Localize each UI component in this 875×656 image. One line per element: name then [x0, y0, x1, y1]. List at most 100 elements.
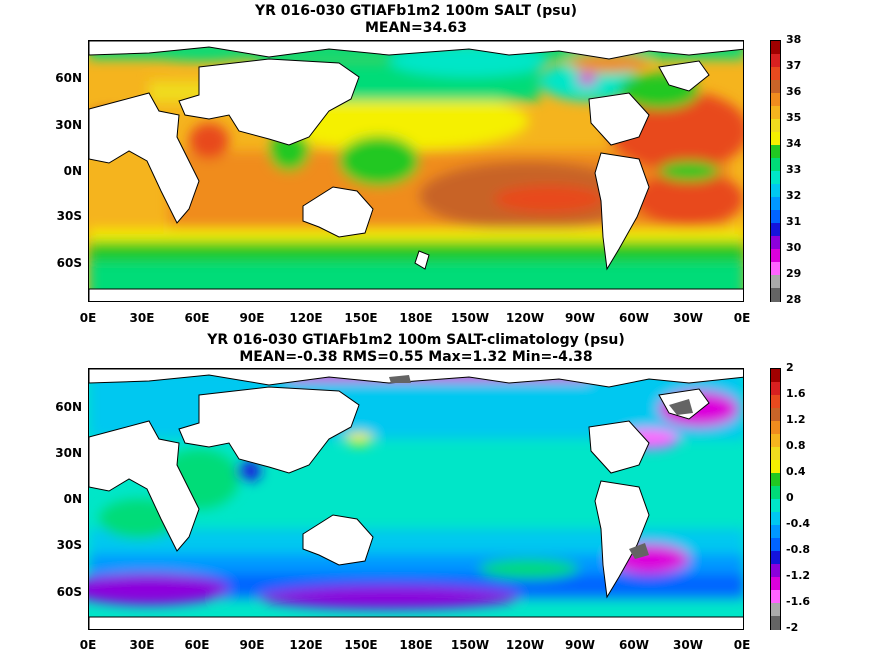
colorbar-label: 1.2: [786, 413, 806, 426]
colorbar-label: 28: [786, 293, 802, 306]
colorbar-swatch: [771, 106, 780, 120]
colorbar-swatch: [771, 538, 780, 552]
colorbar-label: 0: [786, 491, 794, 504]
salinity-anomaly-map-2: [88, 368, 744, 630]
colorbar-label: 37: [786, 59, 802, 72]
map-stats-2: MEAN=-0.38 RMS=0.55 Max=1.32 Min=-4.38: [239, 349, 593, 365]
colorbar-swatch: [771, 408, 780, 422]
y-tick: 60S: [56, 256, 82, 270]
colorbar-swatch: [771, 616, 780, 630]
colorbar-label: 31: [786, 215, 802, 228]
salinity-map-1: [88, 40, 744, 302]
colorbar-label: 33: [786, 163, 802, 176]
x-tick: 90W: [565, 311, 595, 325]
x-tick: 30E: [129, 638, 155, 652]
colorbar-swatch: [771, 249, 780, 263]
colorbar-swatch: [771, 590, 780, 604]
x-tick: 120E: [289, 638, 323, 652]
colorbar-swatch: [771, 564, 780, 578]
colorbar-swatch: [771, 395, 780, 409]
x-tick: 30E: [129, 311, 155, 325]
colorbar-swatch: [771, 525, 780, 539]
y-tick: 60S: [56, 585, 82, 599]
colorbar-swatch: [771, 171, 780, 185]
colorbar-swatch: [771, 369, 780, 383]
x-tick: 120E: [289, 311, 323, 325]
x-tick: 0E: [733, 638, 751, 652]
colorbar-swatch: [771, 119, 780, 133]
colorbar-label: 30: [786, 241, 802, 254]
colorbar-label: 35: [786, 111, 802, 124]
colorbar-swatch: [771, 41, 780, 55]
colorbar-swatch: [771, 184, 780, 198]
colorbar-swatch: [771, 486, 780, 500]
map-title-1: YR 016-030 GTIAFb1m2 100m SALT (psu): [254, 3, 578, 19]
colorbar-swatch: [771, 158, 780, 172]
colorbar-swatch: [771, 551, 780, 565]
x-tick: 150E: [344, 311, 378, 325]
colorbar-swatch: [771, 512, 780, 526]
x-tick: 120W: [505, 638, 545, 652]
colorbar-swatch: [771, 603, 780, 617]
x-tick: 150E: [344, 638, 378, 652]
colorbar-label: 38: [786, 33, 802, 46]
colorbar-label: 1.6: [786, 387, 806, 400]
colorbar-swatch: [771, 210, 780, 224]
colorbar-label: -0.8: [786, 543, 811, 556]
colorbar-swatch: [771, 93, 780, 107]
y-tick: 30S: [56, 209, 82, 223]
colorbar-label: 32: [786, 189, 802, 202]
y-tick: 0N: [63, 164, 82, 178]
x-tick: 90E: [239, 311, 265, 325]
x-tick: 120W: [505, 311, 545, 325]
colorbar-label: 0.4: [786, 465, 806, 478]
x-tick: 0E: [733, 311, 751, 325]
colorbar-swatch: [771, 223, 780, 237]
colorbar-swatch: [771, 275, 780, 289]
colorbar-label: -2: [786, 621, 799, 634]
x-tick: 180E: [399, 311, 433, 325]
x-tick: 60W: [619, 311, 649, 325]
colorbar-swatch: [771, 145, 780, 159]
colorbar-swatch: [771, 460, 780, 474]
colorbar-swatch: [771, 577, 780, 591]
colorbar-swatch: [771, 447, 780, 461]
colorbar-label: 0.8: [786, 439, 806, 452]
colorbar-swatch: [771, 473, 780, 487]
x-tick: 30W: [673, 638, 703, 652]
y-tick: 30S: [56, 538, 82, 552]
x-tick: 30W: [673, 311, 703, 325]
colorbar-swatch: [771, 421, 780, 435]
colorbar-2: [770, 368, 781, 630]
x-tick: 150W: [450, 638, 490, 652]
colorbar-label: 29: [786, 267, 802, 280]
x-tick: 150W: [450, 311, 490, 325]
colorbar-swatch: [771, 499, 780, 513]
y-tick: 30N: [55, 118, 82, 132]
x-tick: 60E: [184, 638, 210, 652]
colorbar-label: 2: [786, 361, 794, 374]
colorbar-swatch: [771, 67, 780, 81]
y-tick: 60N: [55, 71, 82, 85]
y-tick: 30N: [55, 446, 82, 460]
x-tick: 90W: [565, 638, 595, 652]
colorbar-swatch: [771, 288, 780, 302]
x-tick: 0E: [79, 638, 97, 652]
colorbar-swatch: [771, 132, 780, 146]
colorbar-swatch: [771, 80, 780, 94]
x-tick: 180E: [399, 638, 433, 652]
map-mean-1: MEAN=34.63: [364, 20, 468, 36]
colorbar-swatch: [771, 434, 780, 448]
y-tick: 0N: [63, 492, 82, 506]
x-tick: 0E: [79, 311, 97, 325]
colorbar-label: 36: [786, 85, 802, 98]
colorbar-label: -1.2: [786, 569, 811, 582]
colorbar-swatch: [771, 382, 780, 396]
colorbar-label: -0.4: [786, 517, 811, 530]
colorbar-label: -1.6: [786, 595, 811, 608]
y-tick: 60N: [55, 400, 82, 414]
x-tick: 60E: [184, 311, 210, 325]
colorbar-label: 34: [786, 137, 802, 150]
map-title-2: YR 016-030 GTIAFb1m2 100m SALT-climatolo…: [207, 332, 625, 348]
colorbar-swatch: [771, 197, 780, 211]
